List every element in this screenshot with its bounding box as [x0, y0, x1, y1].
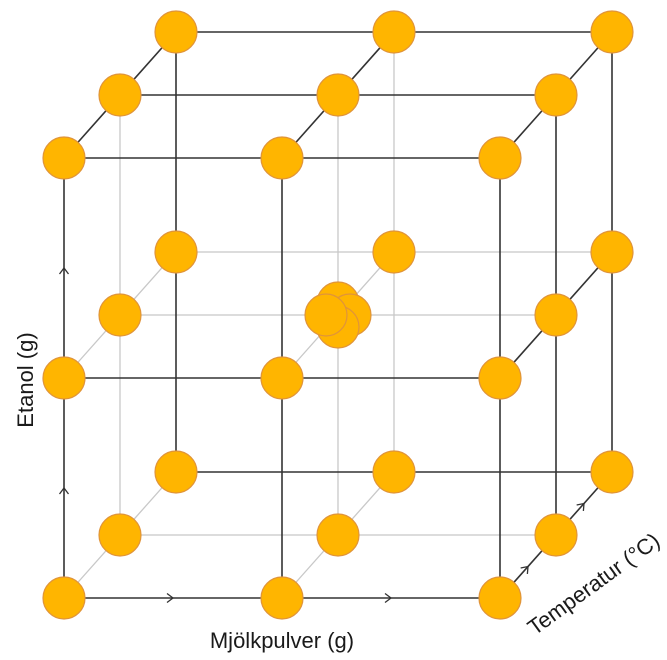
design-point — [534, 293, 578, 337]
design-point — [478, 136, 522, 180]
design-point — [534, 73, 578, 117]
design-point — [98, 293, 142, 337]
design-point — [590, 10, 634, 54]
x-axis-label: Mjölkpulver (g) — [210, 628, 354, 653]
x-axis-arrow — [384, 592, 393, 604]
design-point — [42, 136, 86, 180]
design-point — [316, 513, 360, 557]
design-point — [534, 513, 578, 557]
design-point — [154, 10, 198, 54]
y-axis-arrow — [58, 266, 70, 275]
design-point — [154, 450, 198, 494]
x-axis-arrow — [166, 592, 175, 604]
design-point — [42, 576, 86, 620]
design-point — [98, 73, 142, 117]
design-point — [260, 136, 304, 180]
design-point — [590, 450, 634, 494]
design-point — [372, 10, 416, 54]
design-point — [316, 73, 360, 117]
design-point — [478, 576, 522, 620]
axis-direction-arrows — [58, 266, 585, 604]
y-axis-label: Etanol (g) — [13, 332, 38, 427]
design-point — [372, 450, 416, 494]
y-axis-arrow — [58, 486, 70, 495]
design-point — [260, 576, 304, 620]
design-point — [372, 230, 416, 274]
z-axis-arrow — [520, 565, 529, 575]
design-point — [260, 356, 304, 400]
design-point — [590, 230, 634, 274]
design-point — [478, 356, 522, 400]
z-axis-arrow — [576, 502, 585, 512]
design-points — [42, 10, 634, 620]
design-point — [98, 513, 142, 557]
center-point — [304, 293, 348, 337]
design-point — [42, 356, 86, 400]
design-point — [154, 230, 198, 274]
